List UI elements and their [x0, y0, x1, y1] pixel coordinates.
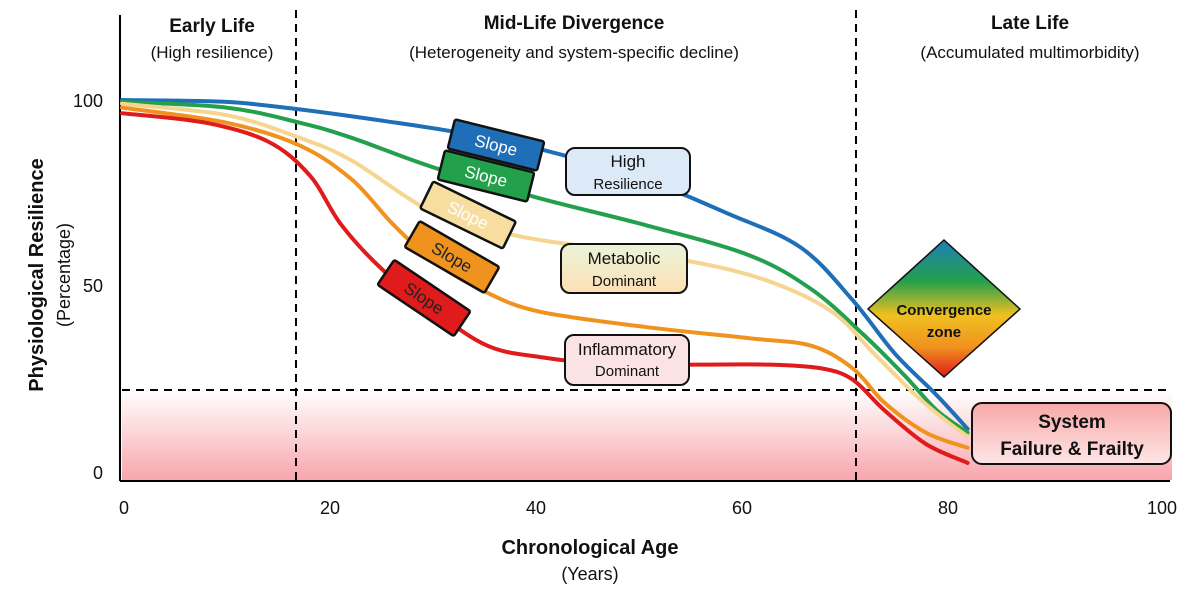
- x-tick-label: 80: [938, 498, 958, 518]
- slope-tag-box: [404, 220, 500, 294]
- y-tick-label: 100: [73, 91, 103, 111]
- inflammatory-box: Inflammatory Dominant: [564, 334, 690, 386]
- convergence-line2: zone: [927, 324, 961, 341]
- y-axis-subtitle: (Percentage): [54, 223, 74, 327]
- phase-title-late: Late Life: [991, 13, 1069, 34]
- series-line-yellow: [120, 101, 970, 439]
- high-resilience-box-frame: [565, 147, 691, 196]
- slope-tag-box: [419, 180, 517, 250]
- y-tick-label: 0: [93, 463, 103, 483]
- x-tick-label: 60: [732, 498, 752, 518]
- x-tick-label: 40: [526, 498, 546, 518]
- phase-subtitle-mid: (Heterogeneity and system-specific decli…: [409, 43, 739, 62]
- system-failure-box: System Failure & Frailty: [971, 402, 1172, 465]
- slope-tag-box: [377, 259, 471, 337]
- x-tick-label: 20: [320, 498, 340, 518]
- convergence-zone-shape: [866, 238, 1022, 379]
- high-resilience-box: High Resilience: [565, 147, 691, 196]
- inflammatory-line2: Dominant: [595, 363, 660, 380]
- slope-tag-green: Slope: [436, 149, 536, 203]
- y-tick-labels: 100 50 0: [73, 91, 103, 483]
- y-tick-label: 50: [83, 276, 103, 296]
- metabolic-line2: Dominant: [592, 273, 657, 290]
- phase-title-mid: Mid-Life Divergence: [484, 13, 665, 34]
- metabolic-box-frame: [560, 243, 688, 294]
- inflammatory-line1: Inflammatory: [578, 340, 677, 359]
- phase-subtitle-late: (Accumulated multimorbidity): [920, 43, 1139, 62]
- y-axis-title: Physiological Resilience: [26, 158, 48, 391]
- metabolic-box: Metabolic Dominant: [560, 243, 688, 294]
- series-line-blue: [120, 98, 970, 431]
- series-line-red: [120, 111, 970, 465]
- x-axis-subtitle: (Years): [561, 564, 618, 584]
- system-failure-line1: System: [1038, 412, 1106, 433]
- convergence-zone-diamond: Convergence zone: [866, 238, 1022, 379]
- series-line-green: [120, 99, 970, 435]
- phase-subtitle-early: (High resilience): [151, 43, 274, 62]
- metabolic-line1: Metabolic: [588, 249, 661, 268]
- phase-title-early: Early Life: [169, 16, 255, 37]
- system-failure-line2: Failure & Frailty: [1000, 439, 1144, 460]
- high-resilience-line1: High: [611, 152, 646, 171]
- x-tick-labels: 0 20 40 60 80 100: [119, 498, 1177, 518]
- system-failure-box-frame: [971, 402, 1172, 465]
- slope-tag-blue: Slope: [446, 118, 546, 172]
- high-resilience-line2: Resilience: [593, 176, 662, 193]
- slope-tag-box: [446, 118, 546, 172]
- inflammatory-box-frame: [564, 334, 690, 386]
- slope-tag-box: [436, 149, 536, 203]
- x-axis-title: Chronological Age: [501, 537, 678, 559]
- convergence-line1: Convergence: [896, 302, 991, 319]
- series-line-orange: [120, 105, 970, 450]
- x-tick-label: 100: [1147, 498, 1177, 518]
- x-tick-label: 0: [119, 498, 129, 518]
